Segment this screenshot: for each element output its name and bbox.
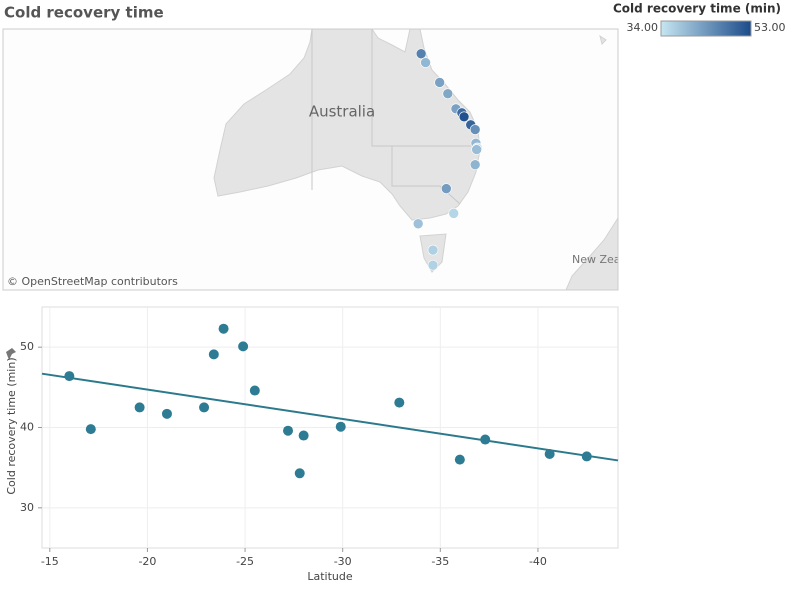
map-point — [420, 57, 431, 68]
x-tick-label: -15 — [41, 555, 59, 568]
scatter-point — [581, 451, 592, 462]
map-point — [469, 124, 481, 135]
scatter-point — [394, 397, 405, 408]
country-label: Australia — [309, 103, 375, 121]
map-point — [458, 111, 470, 123]
map-point — [471, 144, 482, 155]
map-point — [448, 208, 460, 219]
map-point — [412, 218, 424, 230]
legend-title: Cold recovery time (min) — [613, 2, 781, 16]
map-point — [427, 244, 439, 256]
map: Australia New Zealand © OpenStreetMap co… — [3, 29, 644, 290]
scatter-point — [85, 424, 96, 435]
scatter-point — [134, 402, 145, 413]
x-tick-label: -20 — [138, 555, 156, 568]
trend-line — [41, 372, 619, 462]
y-tick-label: 50 — [20, 340, 34, 353]
y-axis-label: Cold recovery time (min) — [5, 357, 18, 494]
x-axis-label: Latitude — [307, 570, 353, 583]
y-tick-label: 40 — [20, 421, 34, 434]
scatter-point — [283, 425, 294, 436]
x-tick-label: -40 — [529, 555, 547, 568]
y-tick-label: 30 — [20, 501, 34, 514]
dashboard-title: Cold recovery time — [4, 4, 164, 22]
scatter-point — [249, 385, 260, 396]
scatter-point — [298, 430, 309, 441]
scatter-point — [480, 434, 491, 445]
x-tick-label: -35 — [431, 555, 449, 568]
australia-land — [213, 29, 481, 221]
scatter-point — [335, 421, 346, 432]
scatter-point — [238, 341, 249, 352]
legend-max-label: 53.00 — [754, 21, 786, 34]
map-point — [415, 48, 427, 60]
scatter-point — [454, 454, 465, 465]
map-frame — [2, 28, 619, 291]
new-zealand-land — [565, 34, 618, 290]
map-point — [427, 259, 439, 271]
map-point — [434, 77, 445, 88]
scatter-point — [64, 371, 75, 382]
map-point — [441, 183, 452, 194]
state-borders — [311, 29, 478, 205]
map-point — [442, 88, 454, 99]
x-tick-label: -30 — [334, 555, 352, 568]
scatter-point — [208, 349, 219, 360]
scatter-point — [544, 449, 555, 460]
attribution: © OpenStreetMap contributors — [7, 275, 178, 288]
map-point — [469, 159, 481, 170]
scatter-point — [294, 468, 305, 479]
scatter-point — [161, 408, 172, 419]
pin-icon[interactable] — [6, 348, 16, 360]
scatter-point — [218, 323, 229, 334]
legend-min-label: 34.00 — [627, 21, 659, 34]
color-legend-bar — [660, 20, 752, 37]
scatter-point — [199, 402, 210, 413]
country-label: New Zealand — [572, 253, 644, 266]
x-tick-label: -25 — [236, 555, 254, 568]
